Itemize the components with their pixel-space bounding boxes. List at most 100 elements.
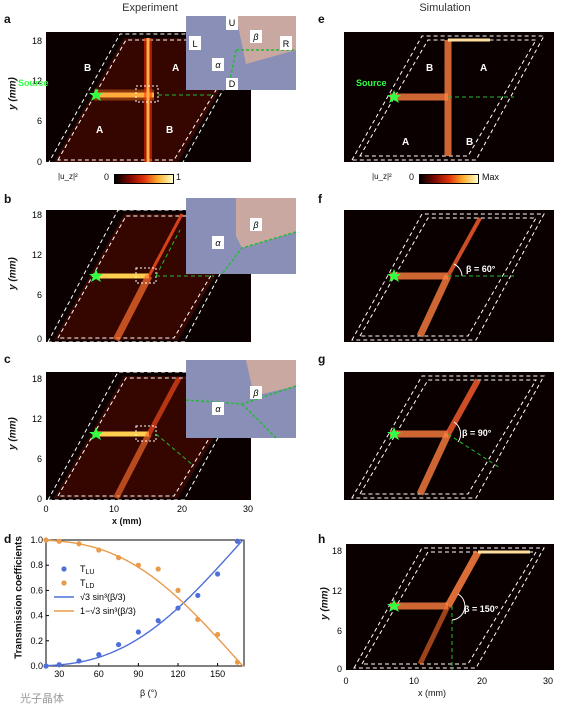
wave-path-up: [446, 217, 482, 277]
chart-legend: TLU TLD √3 sin³(β/3) 1−√3 sin³(β/3): [54, 564, 136, 616]
data-point: [175, 605, 181, 611]
junction-box: [135, 425, 157, 442]
inset-beta-bg: [250, 218, 262, 231]
colorbar-sim: [419, 174, 479, 184]
green-dashed-line-up: [155, 229, 181, 277]
wave-path-down: [417, 604, 451, 666]
inset-label-r-bg: [280, 36, 292, 50]
data-point: [43, 537, 49, 543]
panel-c-inset: α β: [185, 360, 297, 439]
inset-alpha: α: [215, 404, 221, 414]
panel-g-heatmap: β = 90°: [344, 372, 554, 500]
source-star-icon: [387, 90, 401, 103]
dashed-outline-outer: [351, 35, 545, 161]
data-point: [155, 566, 161, 572]
dashed-outline-inner: [359, 379, 537, 495]
ytick-18: 18: [32, 210, 42, 220]
colorbar-exp: [114, 174, 174, 184]
source-label: Source: [356, 78, 387, 88]
data-point: [234, 538, 240, 544]
y-tick-label: 0.8: [30, 560, 43, 570]
watermark: 光子晶体: [20, 693, 64, 705]
x-tick-label: 120: [170, 669, 185, 679]
data-point: [195, 592, 201, 599]
panel-d-chart: 30 60 90 120 150 0.0 0.2 0.4 0.6 0.8 1.0 TLU TLD √3 …: [30, 535, 245, 679]
simulation-header: Simulation: [419, 2, 471, 14]
experiment-header: Experiment: [122, 2, 178, 14]
region-label-b-bottom: B: [166, 125, 173, 136]
data-point: [56, 538, 62, 544]
curve-e99a4a: [45, 539, 245, 667]
colorbar-exp-label: |u_z|²: [58, 172, 78, 181]
legend-marker: [61, 566, 67, 572]
inset-boundary: [221, 231, 297, 275]
xtick-10: 10: [409, 676, 419, 686]
colorbar-exp-min: 0: [104, 172, 110, 182]
data-point: [215, 631, 221, 638]
data-point: [96, 547, 102, 553]
data-point: [76, 658, 82, 664]
inset-alpha-bg: [212, 58, 224, 71]
wave-path-up: [445, 378, 481, 436]
inset-label-l-bg: [189, 36, 201, 50]
chart-d-xlabel: β (°): [140, 688, 158, 698]
panel-f-heatmap: β = 60°: [344, 210, 554, 342]
wave-path-up: [146, 376, 182, 436]
legend-entry-2: √3 sin³(β/3): [80, 592, 126, 602]
panel-letter-g: g: [318, 352, 326, 366]
wave-path-up: [444, 550, 482, 608]
legend-marker: [61, 580, 67, 586]
inset-boundary-down: [227, 49, 237, 91]
region-label-b-top: B: [426, 63, 433, 74]
data-point: [135, 562, 141, 568]
x-axis-label-c: x (mm): [112, 516, 142, 526]
ytick-6: 6: [37, 290, 42, 300]
wave-path-down: [416, 432, 452, 496]
dashed-outline-inner: [361, 551, 537, 665]
inset-region-pink: [236, 198, 296, 248]
x-tick-label: 60: [94, 669, 104, 679]
green-dashed-line: [155, 433, 195, 467]
xtick-0: 0: [43, 504, 48, 514]
inset-beta: β: [252, 220, 258, 230]
inset-region-pink: [236, 16, 296, 64]
inset-beta-bg: [250, 386, 262, 399]
curve-4f6fd8: [45, 539, 245, 667]
dashed-outline-outer: [351, 375, 545, 499]
data-point: [135, 629, 141, 635]
colorbar-sim-label: |u_z|²: [372, 172, 392, 181]
xtick-10: 10: [109, 504, 119, 514]
ytick-0: 0: [37, 157, 42, 167]
angle-arc: [451, 593, 466, 621]
panel-a-inset: L U D R α β: [186, 16, 296, 91]
wave-path-down: [112, 274, 153, 342]
source-star-icon: [89, 88, 103, 101]
chart-curves: [45, 539, 245, 667]
y-tick-label: 0.2: [30, 636, 43, 646]
legend-entry-3: 1−√3 sin³(β/3): [80, 606, 136, 616]
xtick-0: 0: [343, 676, 348, 686]
inset-alpha: α: [215, 60, 221, 70]
green-dashed-line: [447, 433, 501, 469]
angle-label-h: β = 150°: [464, 604, 499, 614]
inset-label-l: L: [192, 39, 197, 49]
panel-a-yticks: 18 12 6 0: [32, 36, 42, 167]
source-star-icon: [387, 427, 401, 440]
region-label-b-top: B: [84, 63, 91, 74]
plot-frame: [45, 539, 245, 667]
inset-beta-bg: [250, 30, 262, 43]
inset-beta: β: [252, 388, 258, 398]
inset-label-d-bg: [226, 78, 238, 90]
chart-points: [43, 537, 240, 669]
chart-d-ylabel: Transmission coefficients: [13, 536, 25, 659]
x-tick-label: 30: [54, 669, 64, 679]
data-point: [43, 663, 49, 669]
data-point: [155, 618, 161, 624]
region-label-a-top: A: [172, 63, 179, 74]
wave-path-down: [416, 274, 452, 338]
ytick-0: 0: [337, 664, 342, 674]
ytick-12: 12: [32, 414, 42, 424]
inset-label-u: U: [229, 18, 236, 28]
source-star-icon: [89, 269, 103, 282]
panel-letter-a: a: [4, 12, 11, 26]
